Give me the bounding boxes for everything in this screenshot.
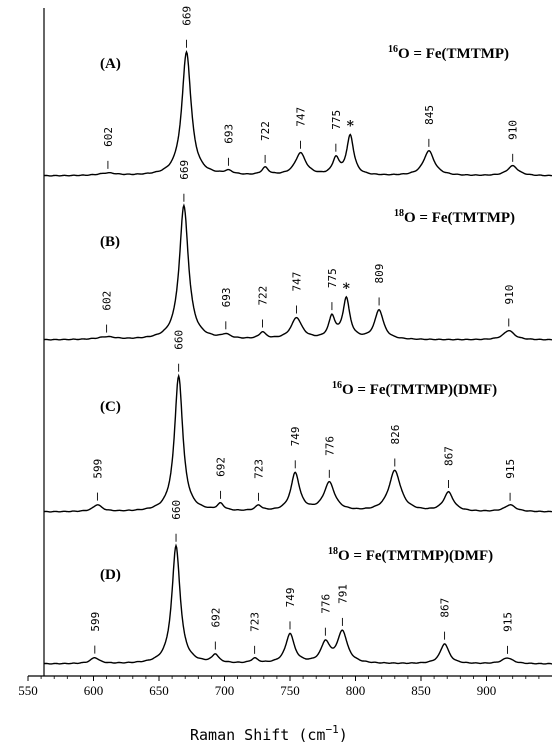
panel-title-isotope: 18 — [328, 546, 338, 557]
peak-label: 826 — [389, 425, 402, 445]
peak-label: 910 — [507, 120, 520, 140]
peak-label: 723 — [249, 612, 262, 632]
peak-label: 660 — [173, 330, 186, 350]
panel-letter: (D) — [100, 567, 121, 583]
x-tick-label: 850 — [411, 683, 431, 698]
peak-label: 809 — [373, 264, 386, 284]
x-tick-label: 650 — [149, 683, 169, 698]
peak-label: 749 — [284, 587, 297, 607]
spectrum-line — [44, 49, 552, 177]
panel-title-isotope: 16 — [332, 380, 342, 391]
x-tick-label: 900 — [477, 683, 497, 698]
peak-label: 845 — [423, 105, 436, 125]
peak-label: 722 — [256, 286, 269, 306]
x-axis-label-exponent: −1 — [325, 723, 338, 736]
peak-label: 669 — [181, 6, 194, 26]
peak-label: 775 — [326, 268, 339, 288]
peak-label: 791 — [336, 584, 349, 604]
x-axis-label-text: Raman Shift (cm — [190, 726, 325, 744]
peak-label: 599 — [91, 459, 104, 479]
panel-letter: (B) — [100, 234, 120, 250]
peak-label: 776 — [319, 594, 332, 614]
panel-letter: (A) — [100, 56, 121, 72]
peak-label: 867 — [443, 446, 456, 466]
x-tick-label: 750 — [280, 683, 300, 698]
peak-label: 693 — [222, 124, 235, 144]
spectrum-line — [44, 373, 552, 513]
x-axis-label: Raman Shift (cm−1) — [190, 723, 348, 744]
x-tick-label: 800 — [346, 683, 366, 698]
panel-title-text: O = Fe(TMTMP) — [404, 210, 515, 226]
panel-title-text: O = Fe(TMTMP)(DMF) — [342, 382, 497, 398]
peak-label: 669 — [178, 160, 191, 180]
peak-label: 776 — [323, 436, 336, 456]
panel-title-isotope: 18 — [394, 208, 404, 219]
x-tick-label: 550 — [18, 683, 38, 698]
peak-label: 693 — [220, 287, 233, 307]
panel-letter: (C) — [100, 399, 121, 415]
spectrum-panel-a: 602 669 693 722 747 775 * 845 910 (A) 16O = Fe(TMT… — [44, 6, 552, 177]
panel-title: 16O = Fe(TMTMP) — [388, 44, 509, 62]
peak-label: 692 — [209, 608, 222, 628]
spectrum-line — [44, 543, 552, 665]
peak-label: 867 — [439, 598, 452, 618]
x-tick-label: 600 — [84, 683, 104, 698]
peak-label: 747 — [294, 107, 307, 127]
spectrum-line — [44, 203, 552, 341]
peak-label: 915 — [501, 612, 514, 632]
panel-title: 16O = Fe(TMTMP)(DMF) — [332, 380, 497, 398]
peak-label: 915 — [504, 459, 517, 479]
marker-asterisk: * — [347, 118, 355, 134]
peak-label: 602 — [102, 127, 115, 147]
peak-label: 747 — [291, 272, 304, 292]
panel-title-text: O = Fe(TMTMP)(DMF) — [338, 548, 493, 564]
panel-title: 18O = Fe(TMTMP)(DMF) — [328, 546, 493, 564]
spectrum-panel-d: 599 660 692 723 749 776 791 867 915 (D) 18O = Fe(T… — [44, 500, 552, 665]
peak-label: 660 — [170, 500, 183, 520]
x-axis-label-close: ) — [339, 726, 348, 744]
spectrum-panel-c: 599 660 692 723 749 776 826 867 915 (C) 16O = Fe(T… — [44, 330, 552, 513]
peak-label: 723 — [253, 459, 266, 479]
peak-label: 910 — [503, 285, 516, 305]
x-axis: 550 600 650 700 750 800 850 900 — [18, 676, 540, 698]
peak-label: 722 — [259, 121, 272, 141]
peak-label: 692 — [215, 457, 228, 477]
spectrum-panel-b: 602 669 693 722 747 775 * 809 910 (B) 18O = Fe(TMT… — [44, 160, 552, 341]
marker-asterisk: * — [343, 281, 351, 297]
peak-label: 775 — [330, 110, 343, 130]
x-tick-label: 700 — [215, 683, 235, 698]
peak-label: 602 — [101, 291, 114, 311]
panel-title: 18O = Fe(TMTMP) — [394, 208, 515, 226]
peak-label: 749 — [289, 426, 302, 446]
panel-title-isotope: 16 — [388, 44, 398, 55]
panel-title-text: O = Fe(TMTMP) — [398, 46, 509, 62]
peak-label: 599 — [89, 612, 102, 632]
